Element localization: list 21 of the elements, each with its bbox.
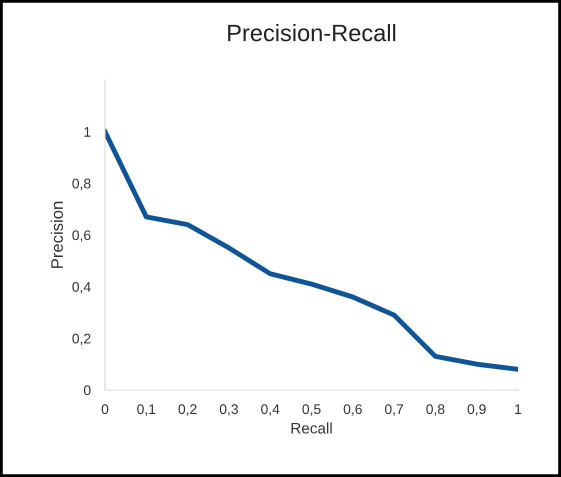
y-axis-title: Precision [50, 202, 63, 268]
x-tick-label: 0,1 [137, 404, 156, 416]
y-tick-label: 1 [84, 127, 90, 137]
y-tick-label: 0 [84, 385, 91, 396]
y-tick-label: 0,4 [72, 282, 91, 294]
x-tick-label: 0,5 [302, 404, 321, 416]
x-tick-label: 0,6 [344, 404, 362, 416]
y-tick-label: 0,8 [72, 178, 91, 190]
y-tick-label: 0,6 [72, 230, 90, 242]
x-tick-label: 0,7 [384, 404, 404, 416]
y-tick-label: 0,2 [72, 334, 90, 346]
x-tick-label: 0,8 [426, 404, 444, 416]
x-tick-label: 0,9 [468, 404, 486, 416]
x-tick-label: 0,2 [178, 404, 197, 416]
line-series [105, 129, 518, 372]
x-tick-label: 0,4 [261, 404, 280, 416]
x-tick-label: 0,3 [220, 404, 238, 416]
x-tick-label: 1 [515, 404, 522, 414]
chart-title: Precision-Recall [228, 24, 396, 42]
x-tick-label: 0 [102, 404, 108, 414]
x-axis-title: Recall [292, 422, 332, 434]
